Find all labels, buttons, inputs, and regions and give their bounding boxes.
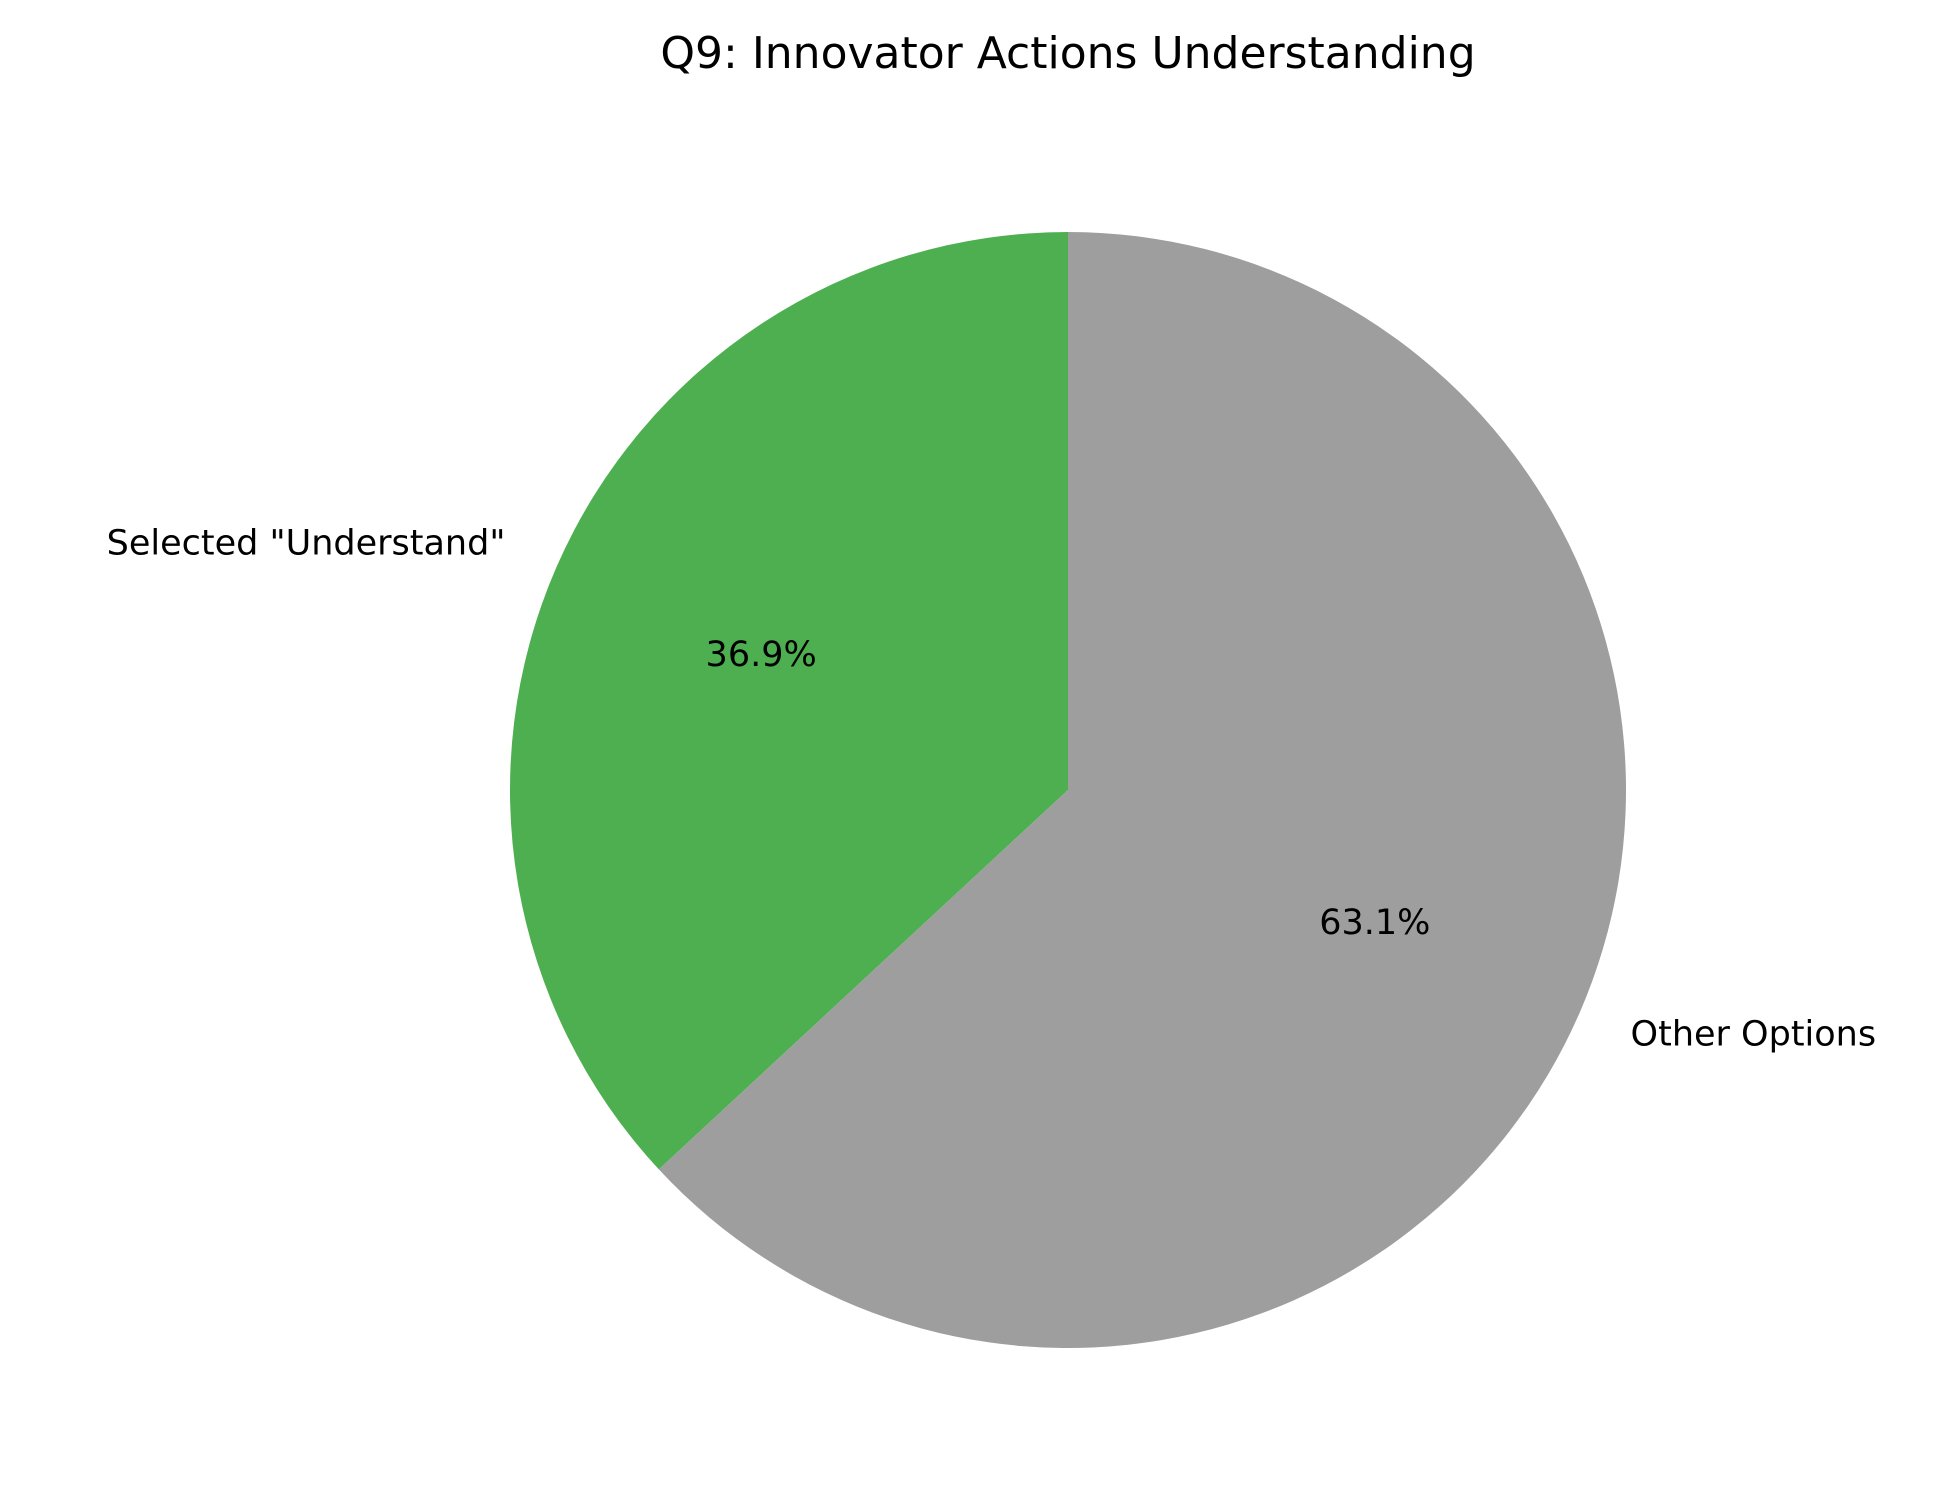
slice-percentage-0: 36.9% [706,635,817,675]
pie-labels: Selected "Understand" 36.9% Other Options 6… [107,523,1876,1054]
slice-percentage-1: 63.1% [1319,903,1430,943]
chart-title: Q9: Innovator Actions Understanding [660,28,1475,79]
slice-label-0: Selected "Understand" [107,523,506,563]
pie-slice-0 [510,232,1068,1170]
pie-slices [510,232,1626,1348]
pie-slice-1 [658,232,1626,1348]
slice-label-1: Other Options [1631,1015,1877,1055]
